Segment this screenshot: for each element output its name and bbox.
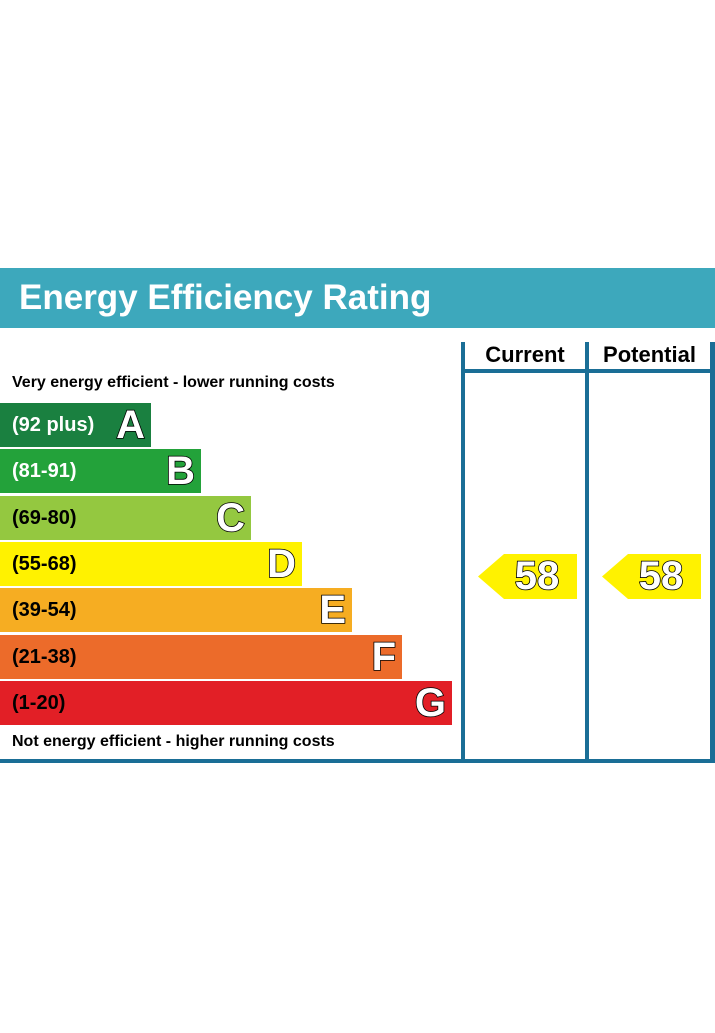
band-c-letter: C <box>215 495 245 541</box>
band-f: (21-38) F <box>0 634 402 680</box>
band-a: (92 plus) A <box>0 402 151 448</box>
band-e-letter: E <box>319 587 347 633</box>
potential-arrow-shape <box>602 554 701 599</box>
band-f-range: (21-38) <box>12 646 77 668</box>
title-band <box>0 268 715 328</box>
band-d-letter: D <box>266 541 296 587</box>
frame-bottom-line <box>0 759 715 763</box>
band-g-range: (1-20) <box>12 692 66 714</box>
potential-rating-value: 58 <box>638 553 684 599</box>
band-b-letter: B <box>165 448 195 494</box>
band-e: (39-54) E <box>0 587 352 633</box>
band-g-letter: G <box>414 680 447 726</box>
column-header-divider <box>461 369 715 373</box>
band-d: (55-68) D <box>0 541 302 587</box>
potential-column-header: Potential <box>603 342 696 367</box>
current-column-header: Current <box>485 342 565 367</box>
band-g: (1-20) G <box>0 680 452 726</box>
band-d-range: (55-68) <box>12 553 77 575</box>
current-rating-arrow: 58 <box>478 553 577 599</box>
band-a-range: (92 plus) <box>12 414 95 436</box>
current-arrow-shape <box>478 554 577 599</box>
band-f-letter: F <box>371 634 397 680</box>
potential-rating-arrow: 58 <box>602 553 701 599</box>
band-a-letter: A <box>115 402 145 448</box>
band-b-range: (81-91) <box>12 460 77 482</box>
band-b: (81-91) B <box>0 448 201 494</box>
current-rating-value: 58 <box>514 553 560 599</box>
top-caption: Very energy efficient - lower running co… <box>12 374 335 391</box>
current-column-left-line <box>461 342 465 761</box>
band-c-range: (69-80) <box>12 507 77 529</box>
current-column-right-line <box>585 342 589 761</box>
chart-title: Energy Efficiency Rating <box>19 278 432 317</box>
bottom-caption: Not energy efficient - higher running co… <box>12 733 335 750</box>
potential-column-right-line <box>710 342 715 761</box>
band-e-range: (39-54) <box>12 599 77 621</box>
band-c: (69-80) C <box>0 495 251 541</box>
